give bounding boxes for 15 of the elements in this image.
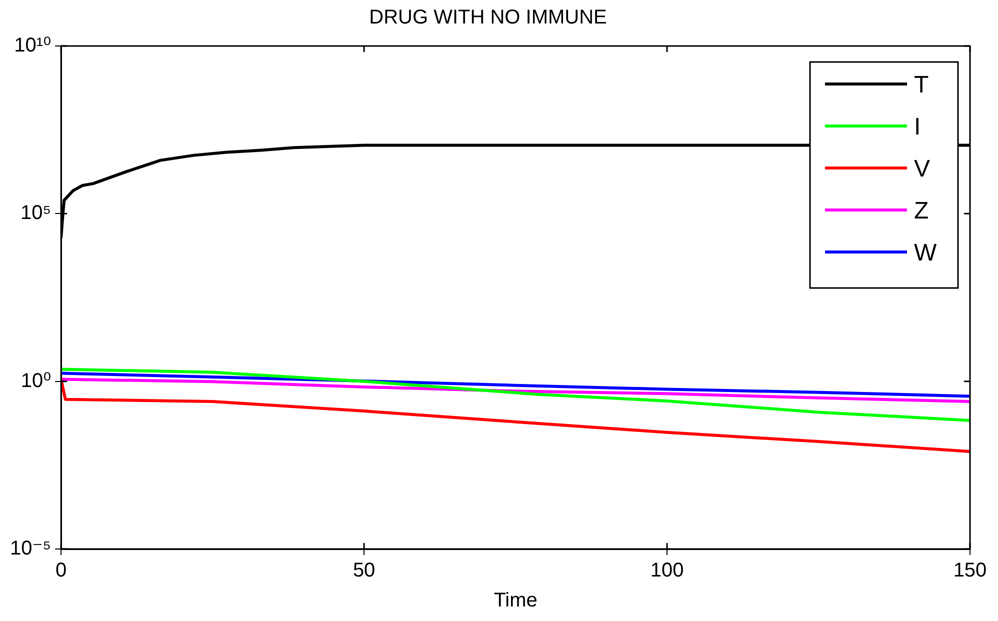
y-tick-label: 10⁰ xyxy=(20,370,52,392)
y-tick-label: 10⁵ xyxy=(20,202,52,224)
x-tick-label: 150 xyxy=(953,560,987,582)
x-tick-label: 0 xyxy=(56,560,67,582)
chart-title: DRUG WITH NO IMMUNE xyxy=(369,6,607,29)
legend-label: W xyxy=(914,240,937,267)
legend-label: V xyxy=(914,156,930,183)
x-tick-label: 50 xyxy=(352,560,376,582)
legend-label: I xyxy=(914,114,921,141)
x-axis-title: Time xyxy=(494,590,538,612)
y-tick-label: 10¹⁰ xyxy=(14,34,52,57)
legend-label: T xyxy=(914,72,929,99)
x-tick-label: 100 xyxy=(650,560,684,582)
y-tick-label: 10⁻⁵ xyxy=(10,538,52,560)
legend-label: Z xyxy=(914,198,929,225)
